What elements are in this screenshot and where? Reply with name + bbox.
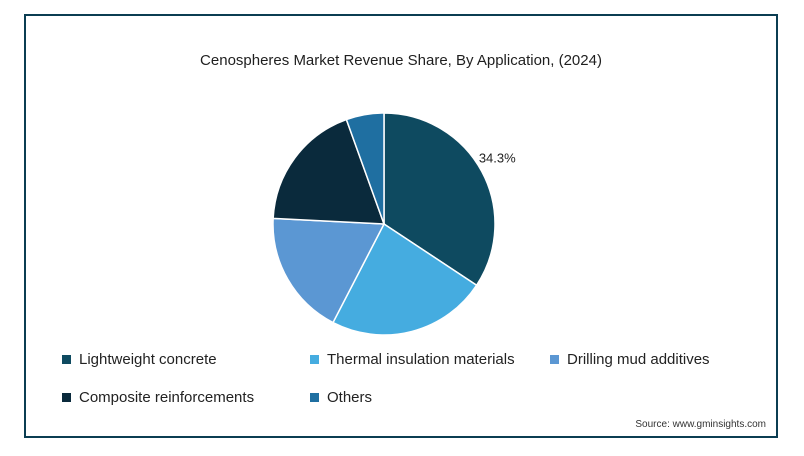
legend-row-1: Lightweight concrete Thermal insulation … bbox=[62, 349, 762, 369]
legend: Lightweight concrete Thermal insulation … bbox=[62, 349, 762, 425]
legend-swatch-others bbox=[310, 392, 319, 402]
pie-slice-drilling-mud-additives bbox=[272, 217, 386, 324]
pie-slices bbox=[272, 112, 496, 336]
legend-swatch-thermal-insulation-materials bbox=[310, 354, 319, 364]
legend-item-thermal-insulation-materials: Thermal insulation materials bbox=[310, 351, 550, 368]
pie-data-labels: 34.3% bbox=[479, 151, 516, 166]
pie-slice-others bbox=[345, 112, 385, 225]
legend-swatch-composite-reinforcements bbox=[62, 392, 71, 402]
source-note: Source: www.gminsights.com bbox=[635, 419, 766, 430]
legend-item-others: Others bbox=[310, 389, 372, 406]
legend-item-composite-reinforcements: Composite reinforcements bbox=[62, 389, 310, 406]
legend-swatch-lightweight-concrete bbox=[62, 354, 71, 364]
legend-label-drilling-mud-additives: Drilling mud additives bbox=[567, 350, 710, 368]
legend-swatch-drilling-mud-additives bbox=[550, 354, 559, 364]
legend-row-2: Composite reinforcements Others bbox=[62, 387, 762, 407]
pie-data-label-lightweight-concrete: 34.3% bbox=[479, 151, 516, 166]
chart-title: Cenospheres Market Revenue Share, By App… bbox=[200, 52, 602, 69]
pie-slice-thermal-insulation-materials bbox=[331, 222, 478, 336]
legend-label-lightweight-concrete: Lightweight concrete bbox=[79, 350, 217, 368]
pie-slice-composite-reinforcements bbox=[272, 118, 386, 225]
legend-item-drilling-mud-additives: Drilling mud additives bbox=[550, 351, 710, 368]
chart-frame: Cenospheres Market Revenue Share, By App… bbox=[24, 14, 778, 438]
legend-label-others: Others bbox=[327, 388, 373, 406]
legend-label-thermal-insulation-materials: Thermal insulation materials bbox=[327, 350, 515, 368]
legend-label-composite-reinforcements: Composite reinforcements bbox=[79, 388, 255, 406]
legend-item-lightweight-concrete: Lightweight concrete bbox=[62, 351, 310, 368]
pie-chart: 34.3% bbox=[272, 112, 516, 336]
